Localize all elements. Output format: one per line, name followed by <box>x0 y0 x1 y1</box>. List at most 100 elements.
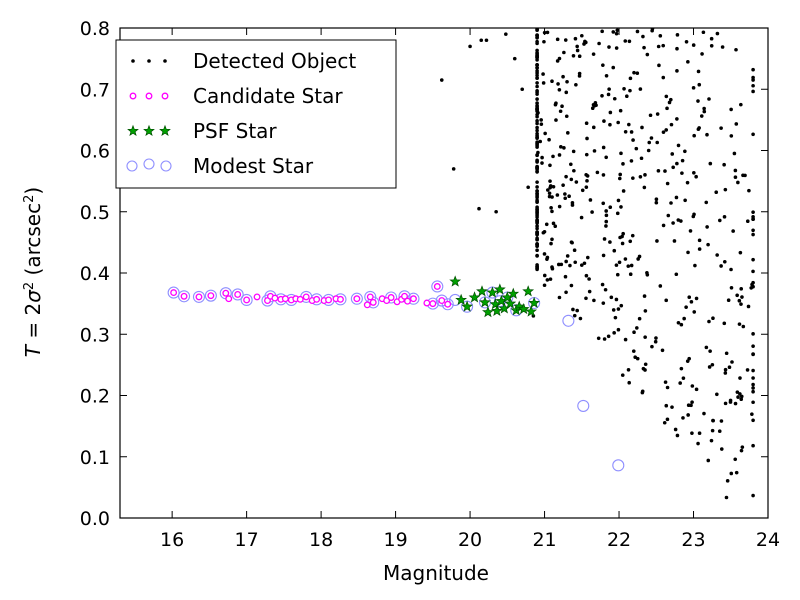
modest-star-point <box>240 293 253 307</box>
psf-star-point <box>528 296 541 309</box>
candidate-star-point <box>401 292 408 300</box>
detected-object-point <box>694 296 699 301</box>
modest-star-point <box>435 294 448 307</box>
detected-object-point <box>694 387 699 392</box>
detected-object-point <box>520 87 525 92</box>
detected-object-point <box>666 213 671 218</box>
detected-object-point <box>550 265 554 269</box>
detected-object-point <box>621 231 625 236</box>
detected-object-point <box>608 110 613 115</box>
detected-object-point <box>535 133 539 138</box>
detected-object-point <box>661 223 666 228</box>
detected-object-point <box>551 184 556 189</box>
detected-object-point <box>564 290 568 295</box>
detected-object-point <box>702 411 706 416</box>
detected-object-point <box>584 185 589 189</box>
detected-object-point <box>723 187 728 192</box>
detected-object-point <box>572 248 577 252</box>
detected-object-point <box>600 282 605 287</box>
detected-object-point <box>564 90 569 95</box>
detected-object-point <box>535 33 539 38</box>
detected-object-point <box>541 72 545 76</box>
detected-object-point <box>715 253 719 257</box>
detected-object-point <box>618 108 623 113</box>
detected-object-point <box>608 122 612 127</box>
detected-object-point <box>739 302 743 306</box>
detected-object-point <box>634 146 639 151</box>
detected-object-point <box>617 260 622 265</box>
legend-item-detected-object: Detected Object <box>131 49 356 73</box>
detected-object-point <box>689 300 694 304</box>
detected-object-point <box>690 400 694 404</box>
detected-object-point <box>628 239 633 244</box>
detected-object-point <box>547 137 551 142</box>
detected-object-point <box>584 152 589 157</box>
detected-object-point <box>535 63 539 67</box>
detected-object-point <box>550 195 554 199</box>
detected-object-point <box>604 213 609 218</box>
legend: Detected Object Candidate Star PSF Star <box>115 39 397 189</box>
detected-object-point <box>675 433 680 438</box>
detected-object-point <box>637 316 642 321</box>
detected-object-point <box>564 174 568 179</box>
detected-object-point <box>585 136 589 141</box>
detected-object-point <box>708 349 712 353</box>
detected-object-point <box>751 232 755 237</box>
detected-object-point <box>751 389 755 394</box>
psf-star-point <box>490 304 503 316</box>
detected-object-point <box>686 403 691 408</box>
detected-object-point <box>694 174 698 179</box>
detected-object-point <box>665 181 670 186</box>
detected-object-point <box>542 283 547 288</box>
candidate-star-point <box>410 295 417 303</box>
detected-object-point <box>611 308 616 312</box>
detected-object-point <box>676 143 681 148</box>
x-tick-label: 18 <box>309 529 333 551</box>
detected-object-point <box>567 194 571 198</box>
detected-object-point <box>535 58 539 62</box>
modest-star-point <box>577 399 590 412</box>
detected-object-point <box>745 368 750 372</box>
detected-object-point <box>611 65 616 70</box>
detected-object-point <box>535 180 539 184</box>
detected-object-point <box>545 255 550 260</box>
detected-object-point <box>623 39 628 43</box>
detected-object-point <box>661 130 666 134</box>
detected-object-point <box>614 263 619 267</box>
detected-object-point <box>604 73 609 78</box>
detected-object-point <box>479 38 484 43</box>
detected-object-point <box>654 336 658 340</box>
detected-object-point <box>571 307 575 312</box>
detected-object-point <box>707 97 711 101</box>
detected-object-point <box>751 228 755 233</box>
detected-object-point <box>607 45 611 49</box>
detected-object-point <box>696 441 700 446</box>
detected-object-point <box>733 175 738 179</box>
detected-object-point <box>571 149 576 154</box>
detected-object-point <box>526 185 530 190</box>
detected-object-point <box>564 114 569 119</box>
detected-object-point <box>569 162 573 167</box>
detected-object-point <box>751 210 755 214</box>
detected-object-point <box>751 493 755 498</box>
modest-star-point <box>612 459 625 472</box>
detected-object-point <box>730 360 734 364</box>
detected-object-point <box>535 71 539 75</box>
modest-star-point <box>192 290 205 303</box>
detected-object-point <box>557 204 562 209</box>
detected-object-point <box>738 392 742 396</box>
detected-object-point <box>535 200 539 204</box>
detected-object-point <box>680 158 685 163</box>
detected-object-point <box>477 206 481 211</box>
detected-object-point <box>535 191 539 196</box>
detected-object-point <box>578 316 583 321</box>
detected-object-point <box>691 86 696 90</box>
detected-object-point <box>563 192 567 196</box>
modest-star-point <box>441 298 454 311</box>
modest-star-point <box>350 292 363 305</box>
detected-object-point <box>738 250 743 255</box>
legend-label-detected-object: Detected Object <box>193 49 356 73</box>
detected-object-point <box>751 83 755 88</box>
detected-object-point <box>702 109 707 114</box>
detected-object-point <box>468 44 472 49</box>
